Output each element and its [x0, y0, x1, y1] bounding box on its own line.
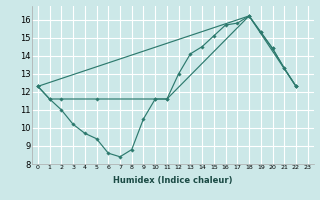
X-axis label: Humidex (Indice chaleur): Humidex (Indice chaleur) — [113, 176, 233, 185]
